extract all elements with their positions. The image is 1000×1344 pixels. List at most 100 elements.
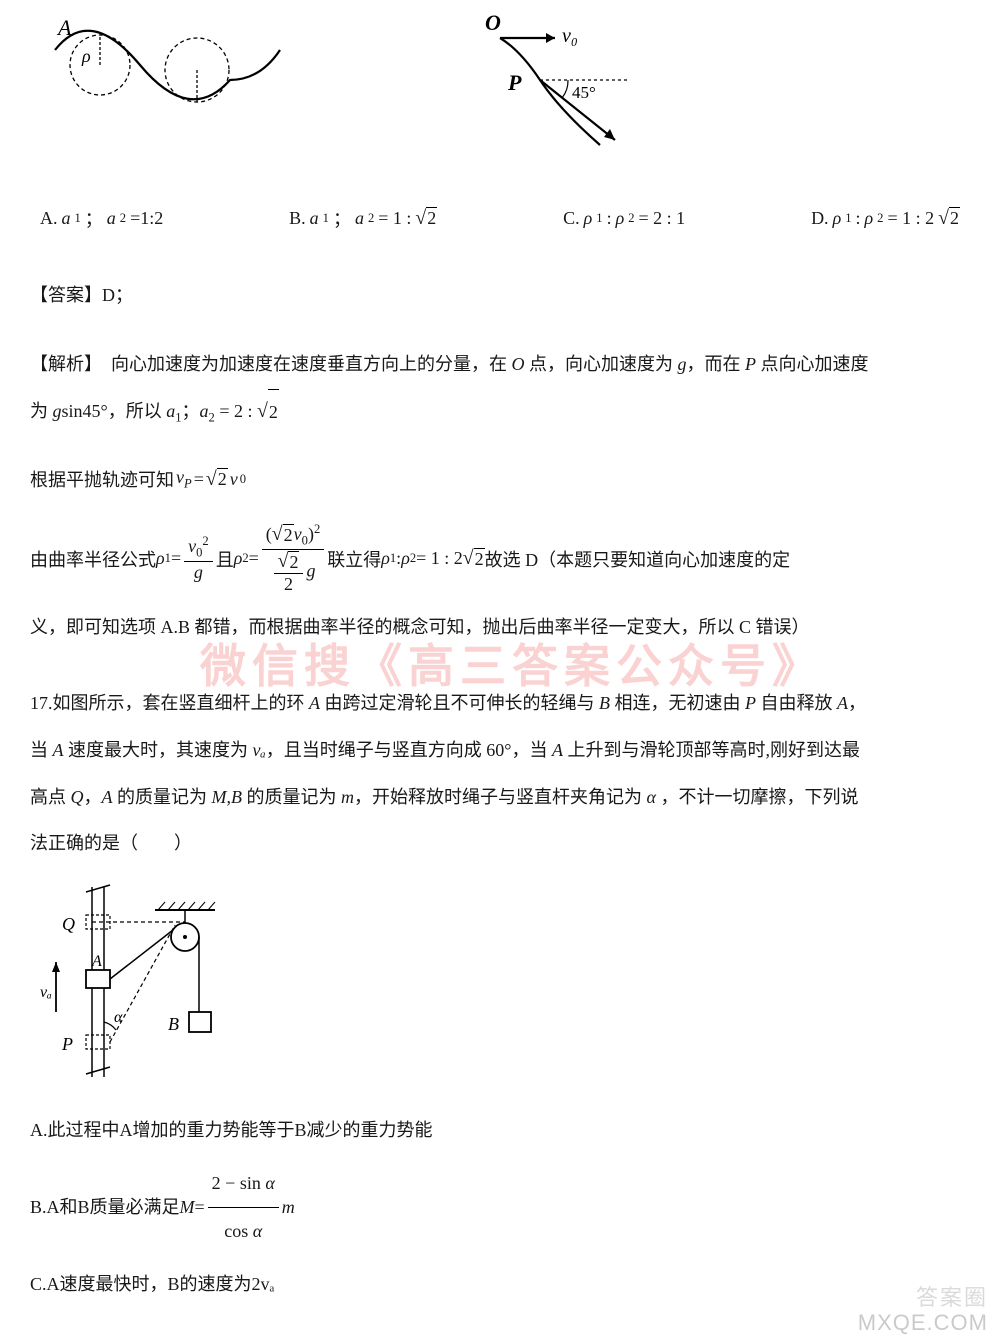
expl-4b: 且: [216, 546, 234, 572]
q17-options: A.此过程中A增加的重力势能等于B减少的重力势能 B.A和B质量必满足 M = …: [30, 1107, 970, 1307]
ring-A: [86, 970, 110, 988]
expl-4d: 故选 D（本题只要知道向心加速度的定: [485, 546, 791, 572]
answer-line: 【答案】D；: [30, 281, 970, 307]
expl-1d: 点向心加速度: [756, 354, 869, 374]
q17d-A: A: [91, 953, 102, 970]
label-P: P: [507, 70, 522, 95]
diagrams-row: A ρ O v₀ P 45°: [30, 0, 970, 155]
expl-4a: 由曲率半径公式: [30, 546, 156, 572]
q17-optC: C.A速度最快时，B的速度为2vₐ: [30, 1261, 970, 1308]
expl-4c: 联立得: [327, 546, 381, 572]
expl-label: 【解析】: [30, 354, 111, 374]
q17-t3: 相连，无初速由: [610, 693, 745, 713]
angle-arc: [562, 80, 568, 98]
diagram-wave: A ρ: [40, 10, 290, 155]
expl-O: O: [512, 354, 525, 374]
label-A: A: [56, 15, 72, 40]
q17-A: A: [309, 693, 320, 713]
q17-l3a: 高点: [30, 787, 71, 807]
expl-P: P: [745, 354, 756, 374]
watermark-corner-cn: 答案圈: [916, 1280, 988, 1312]
option-B: B. a1；a2 = 1 : 2: [289, 205, 437, 231]
label-rho: ρ: [81, 46, 91, 66]
q17-l3b: ，: [84, 787, 102, 807]
q17-P: P: [745, 693, 756, 713]
q17-l3e: 的质量记为: [242, 787, 341, 807]
q17d-Q: Q: [62, 914, 75, 934]
q17-m: m: [341, 787, 354, 807]
expl-1a: 向心加速度为加速度在速度垂直方向上的分量，在: [111, 354, 512, 374]
diagram-projectile: O v₀ P 45°: [470, 10, 690, 155]
answer-value: D；: [102, 285, 133, 305]
label-v0: v₀: [562, 25, 578, 47]
q17-alpha: α: [647, 787, 656, 807]
label-angle: 45°: [572, 83, 596, 102]
q17-svg: A Q P B vₐ α: [40, 882, 270, 1082]
q17-prefix: 17.: [30, 693, 53, 713]
q17-l3f: ，开始释放时绳子与竖直杆夹角记为: [354, 787, 647, 807]
answer-label: 【答案】: [30, 285, 102, 305]
q17-A3: A: [53, 740, 64, 760]
block-B: [189, 1012, 211, 1032]
q17-l3g: ，不计一切摩擦，下列说: [656, 787, 859, 807]
q17-M: M: [212, 787, 227, 807]
explanation-block: 【解析】 向心加速度为加速度在速度垂直方向上的分量，在 O 点，向心加速度为 g…: [30, 342, 970, 436]
q17-l4: 法正确的是（ ）: [30, 833, 192, 853]
rod-break-bot: [86, 1067, 110, 1074]
q17d-B: B: [168, 1014, 179, 1034]
q17-l3c: 的质量记为: [113, 787, 212, 807]
q17-l2d: 上升到与滑轮顶部等高时,刚好到达最: [563, 740, 860, 760]
expl-g2: g: [53, 401, 62, 421]
q17-optA: A.此过程中A增加的重力势能等于B减少的重力势能: [30, 1107, 970, 1154]
q17d-P: P: [61, 1034, 73, 1054]
option-D: D. ρ1 : ρ2 = 1 : 22: [811, 205, 960, 231]
projectile-svg: O v₀ P 45°: [470, 10, 690, 150]
option-A-prefix: A.: [40, 208, 58, 229]
expl-2b: sin45°，所以: [62, 401, 167, 421]
q17d-alpha: α: [114, 1009, 123, 1026]
q17-Q: Q: [71, 787, 84, 807]
rod-break-top: [86, 885, 110, 892]
formula-vp: 根据平抛轨迹可知 vP = 2v0: [30, 466, 970, 492]
label-O: O: [485, 10, 501, 35]
expl-line5: 义，即可知选项 A.B 都错，而根据曲率半径的概念可知，抛出后曲率半径一定变大，…: [30, 605, 970, 650]
q17-t5: ，: [848, 693, 866, 713]
q17-B2: B: [231, 787, 242, 807]
q17-A2: A: [837, 693, 848, 713]
q17-B: B: [599, 693, 610, 713]
wave-svg: A ρ: [40, 10, 290, 140]
q17-A5: A: [102, 787, 113, 807]
q17-vA: vₐ: [253, 740, 266, 760]
formula-rho: 由曲率半径公式 ρ1 = v02g 且 ρ2 = (2v0)2 22g 联立得 …: [30, 522, 970, 595]
options-row: A. a1；a2=1:2 B. a1；a2 = 1 : 2 C. ρ1 : ρ2…: [30, 205, 970, 231]
expl-1c: ，而在: [687, 354, 746, 374]
expl-1b: 点，向心加速度为: [525, 354, 678, 374]
expl-3: 根据平抛轨迹可知: [30, 466, 174, 492]
q17-A4: A: [552, 740, 563, 760]
q17-t2: 由跨过定滑轮且不可伸长的轻绳与: [320, 693, 599, 713]
option-B-prefix: B.: [289, 208, 306, 229]
P-ring: [86, 1035, 110, 1049]
q17d-vA: vₐ: [40, 984, 52, 1001]
q17-l2b: 速度最大时，其速度为: [64, 740, 253, 760]
watermark-corner-en: MXQE.COM: [858, 1310, 988, 1336]
rope-A: [110, 930, 173, 979]
q17-l2c: ，且当时绳子与竖直方向成 60°，当: [266, 740, 552, 760]
q17-t1: 如图所示，套在竖直细杆上的环: [53, 693, 310, 713]
option-D-prefix: D.: [811, 208, 829, 229]
option-A: A. a1；a2=1:2: [40, 205, 163, 231]
q17-block: 17.如图所示，套在竖直细杆上的环 A 由跨过定滑轮且不可伸长的轻绳与 B 相连…: [30, 680, 970, 867]
v0-arrow: [546, 33, 555, 43]
vA-arrow: [52, 962, 60, 972]
q17-l2a: 当: [30, 740, 53, 760]
pulley-center: [183, 935, 187, 939]
q17-optB: B.A和B质量必满足 M = 2 − sin αcos α m: [30, 1160, 970, 1255]
expl-g1: g: [678, 354, 687, 374]
q17-optB-a: B.A和B质量必满足: [30, 1184, 180, 1231]
option-C-prefix: C.: [563, 208, 580, 229]
option-C: C. ρ1 : ρ2 = 2 : 1: [563, 205, 685, 231]
q17-diagram: A Q P B vₐ α: [40, 882, 970, 1087]
expl-2a: 为: [30, 401, 53, 421]
q17-t4: 自由释放: [756, 693, 837, 713]
tangent-arrow: [604, 129, 615, 140]
